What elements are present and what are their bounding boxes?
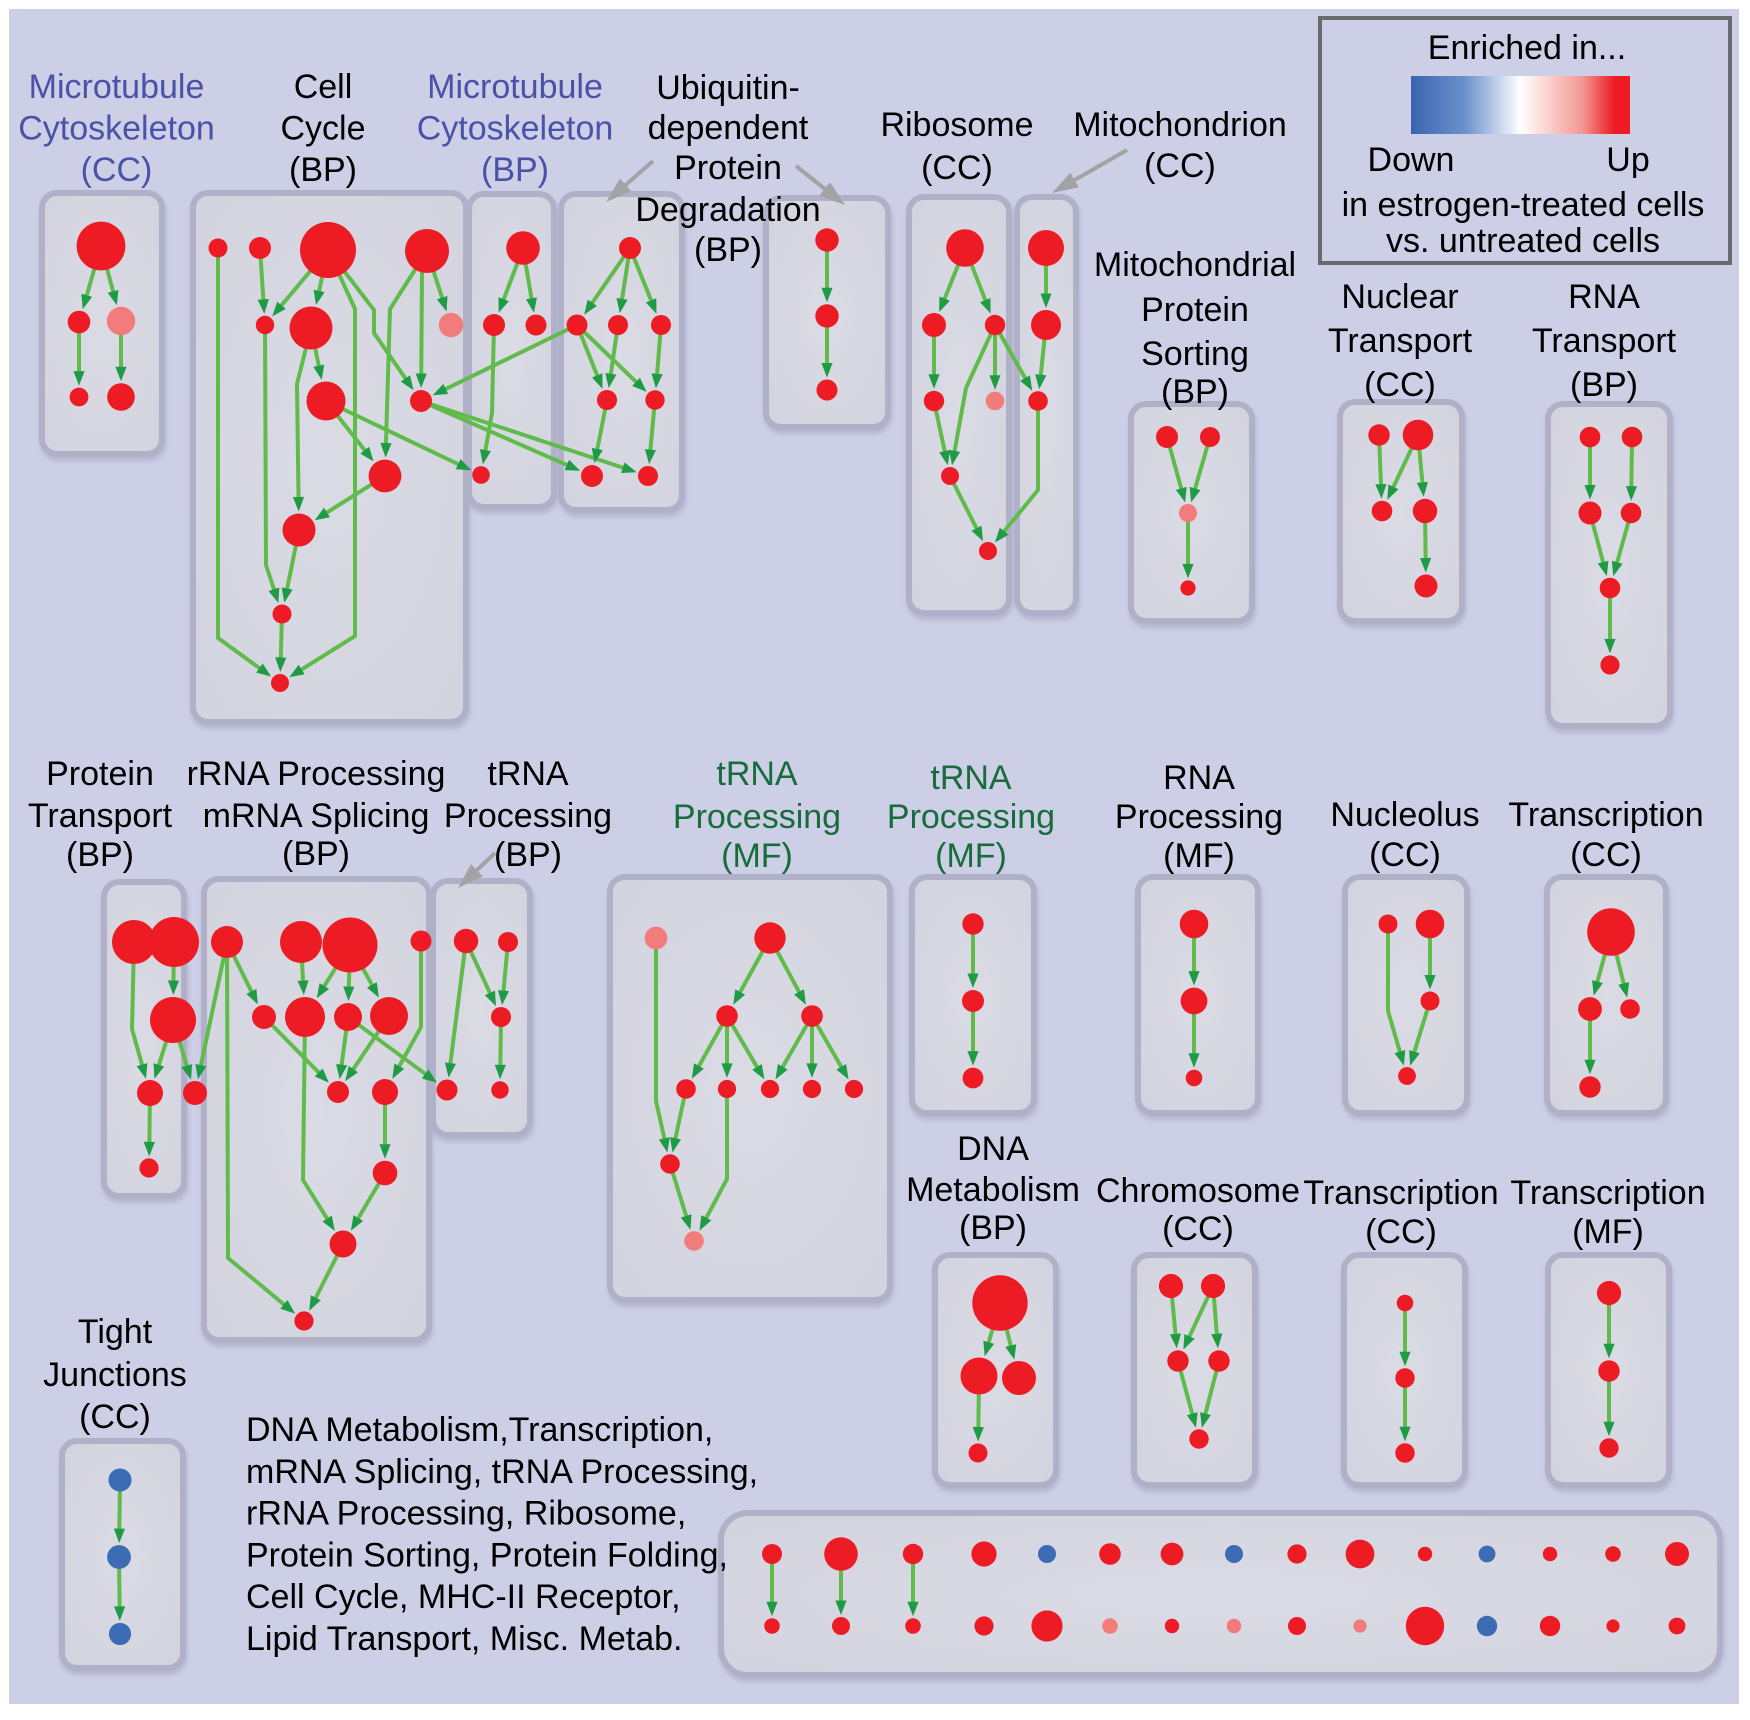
- svg-text:(MF): (MF): [721, 837, 793, 875]
- svg-text:Ubiquitin-: Ubiquitin-: [656, 69, 800, 107]
- svg-text:Degradation: Degradation: [635, 191, 820, 229]
- svg-text:(BP): (BP): [282, 835, 350, 873]
- svg-text:in estrogen-treated cells: in estrogen-treated cells: [1342, 186, 1705, 224]
- svg-text:(BP): (BP): [289, 151, 357, 189]
- svg-text:(CC): (CC): [81, 151, 153, 189]
- svg-text:Processing: Processing: [1115, 798, 1283, 836]
- svg-text:Transcription: Transcription: [1508, 796, 1703, 834]
- svg-text:(BP): (BP): [1161, 373, 1229, 411]
- svg-text:Nucleolus: Nucleolus: [1330, 796, 1479, 834]
- svg-text:(MF): (MF): [1163, 837, 1235, 875]
- svg-text:RNA: RNA: [1163, 759, 1235, 797]
- svg-text:(CC): (CC): [1144, 147, 1216, 185]
- svg-text:Microtubule: Microtubule: [29, 68, 205, 106]
- svg-text:Cytoskeleton: Cytoskeleton: [417, 110, 614, 148]
- svg-text:Cytoskeleton: Cytoskeleton: [18, 110, 215, 148]
- svg-text:vs. untreated cells: vs. untreated cells: [1386, 222, 1660, 260]
- svg-text:(CC): (CC): [1364, 366, 1436, 404]
- svg-text:Protein Sorting, Protein Foldi: Protein Sorting, Protein Folding,: [246, 1536, 728, 1574]
- svg-text:Mitochondrion: Mitochondrion: [1073, 106, 1287, 144]
- svg-text:Transport: Transport: [28, 797, 173, 835]
- svg-text:(BP): (BP): [481, 151, 549, 189]
- svg-text:Sorting: Sorting: [1141, 335, 1249, 373]
- svg-text:Protein: Protein: [1141, 291, 1249, 329]
- svg-text:Ribosome: Ribosome: [880, 106, 1033, 144]
- svg-text:(BP): (BP): [66, 836, 134, 874]
- svg-text:Nuclear: Nuclear: [1341, 278, 1458, 316]
- svg-text:Down: Down: [1368, 141, 1455, 179]
- svg-text:tRNA: tRNA: [487, 755, 569, 793]
- svg-text:(BP): (BP): [494, 836, 562, 874]
- svg-text:Mitochondrial: Mitochondrial: [1094, 246, 1296, 284]
- svg-text:Transcription: Transcription: [1303, 1174, 1498, 1212]
- svg-text:Cycle: Cycle: [280, 110, 365, 148]
- svg-text:(CC): (CC): [1570, 836, 1642, 874]
- svg-text:Transcription: Transcription: [1510, 1174, 1705, 1212]
- svg-text:mRNA Splicing, tRNA Processing: mRNA Splicing, tRNA Processing,: [246, 1453, 758, 1491]
- svg-text:(CC): (CC): [1369, 836, 1441, 874]
- svg-text:(MF): (MF): [1572, 1213, 1644, 1251]
- svg-text:(BP): (BP): [694, 231, 762, 269]
- svg-text:RNA: RNA: [1568, 278, 1640, 316]
- svg-text:(BP): (BP): [959, 1209, 1027, 1247]
- svg-text:(CC): (CC): [1365, 1213, 1437, 1251]
- svg-text:mRNA Splicing: mRNA Splicing: [203, 797, 430, 835]
- svg-text:Processing: Processing: [673, 798, 841, 836]
- svg-text:Junctions: Junctions: [43, 1356, 187, 1394]
- svg-text:(CC): (CC): [921, 149, 993, 187]
- svg-text:Processing: Processing: [887, 798, 1055, 836]
- svg-text:(CC): (CC): [1162, 1210, 1234, 1248]
- svg-text:Chromosome: Chromosome: [1096, 1172, 1300, 1210]
- svg-text:Tight: Tight: [78, 1313, 153, 1351]
- svg-text:Cell: Cell: [294, 68, 353, 106]
- svg-text:Lipid Transport, Misc. Metab.: Lipid Transport, Misc. Metab.: [246, 1620, 683, 1658]
- svg-text:dependent: dependent: [648, 109, 809, 147]
- svg-text:Cell Cycle, MHC-II Receptor,: Cell Cycle, MHC-II Receptor,: [246, 1578, 681, 1616]
- svg-text:Up: Up: [1606, 141, 1649, 179]
- svg-text:Transport: Transport: [1328, 322, 1473, 360]
- svg-text:Metabolism: Metabolism: [906, 1171, 1080, 1209]
- svg-text:DNA: DNA: [957, 1130, 1029, 1168]
- svg-text:Transport: Transport: [1532, 322, 1677, 360]
- svg-text:rRNA Processing: rRNA Processing: [187, 755, 446, 793]
- svg-text:DNA Metabolism,Transcription,: DNA Metabolism,Transcription,: [246, 1411, 713, 1449]
- svg-text:(MF): (MF): [935, 837, 1007, 875]
- svg-text:Enriched in...: Enriched in...: [1428, 29, 1626, 67]
- svg-text:Protein: Protein: [46, 755, 154, 793]
- svg-text:Processing: Processing: [444, 797, 612, 835]
- svg-text:(BP): (BP): [1570, 366, 1638, 404]
- svg-text:tRNA: tRNA: [930, 759, 1012, 797]
- svg-text:Microtubule: Microtubule: [427, 68, 603, 106]
- svg-text:(CC): (CC): [79, 1398, 151, 1436]
- svg-text:tRNA: tRNA: [716, 755, 798, 793]
- svg-text:rRNA Processing, Ribosome,: rRNA Processing, Ribosome,: [246, 1495, 686, 1533]
- svg-text:Protein: Protein: [674, 149, 782, 187]
